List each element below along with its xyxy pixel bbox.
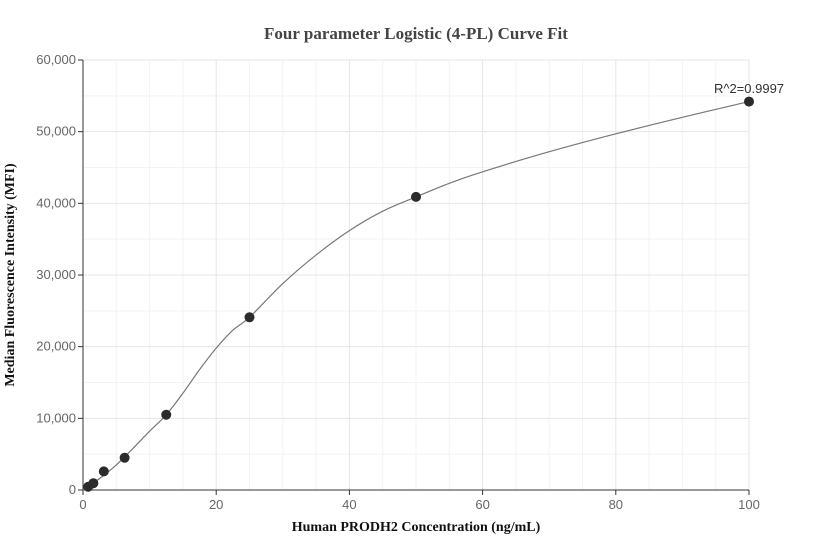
data-point [411,191,421,202]
data-point [161,409,172,420]
data-point [88,478,99,489]
y-tick-label: 20,000 [36,339,76,354]
data-points [83,96,754,492]
y-tick-label: 0 [69,482,76,497]
data-point [98,466,109,477]
data-point [119,452,130,463]
grid [83,59,750,490]
y-tick-label: 60,000 [36,52,76,67]
x-axis-ticks: 0 20 40 60 80 100 [79,490,760,512]
y-tick-label: 50,000 [36,124,76,139]
r-squared-annotation: R^2=0.9997 [714,81,784,96]
data-point [244,312,255,323]
y-axis-ticks: 0 10,000 20,000 30,000 40,000 50,000 60,000 [36,52,83,497]
y-tick-label: 30,000 [36,267,76,282]
x-axis-title: Human PRODH2 Concentration (ng/mL) [292,520,541,535]
x-tick-label: 40 [342,497,356,512]
y-tick-label: 10,000 [36,410,76,425]
data-point [744,96,754,107]
chart-title: Four parameter Logistic (4-PL) Curve Fit [264,24,568,43]
y-axis-title: Median Fluorescence Intensity (MFI) [3,163,18,387]
x-tick-label: 60 [475,497,489,512]
x-tick-label: 80 [609,497,623,512]
x-tick-label: 20 [209,497,223,512]
fit-curve-line [82,100,750,491]
y-tick-label: 40,000 [36,195,76,210]
x-tick-label: 0 [79,497,86,512]
x-tick-label: 100 [738,497,760,512]
